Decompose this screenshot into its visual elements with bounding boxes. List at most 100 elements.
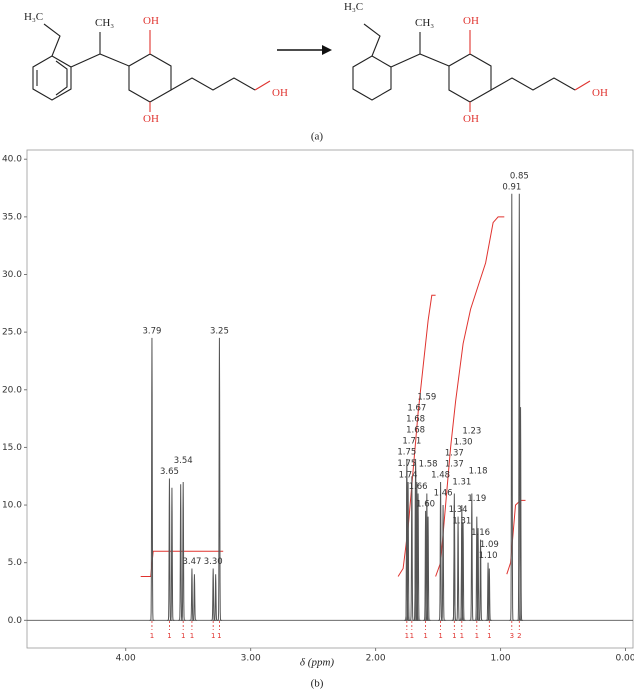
- peak-label: 3.54: [174, 456, 193, 466]
- y-tick-label: 0.0: [8, 616, 23, 626]
- integral-label: 2: [517, 632, 521, 640]
- peak: [409, 476, 415, 621]
- peak-label: 1.31: [452, 477, 471, 487]
- y-tick-label: 35.0: [2, 212, 22, 222]
- oh-label: OH: [143, 15, 159, 27]
- integral-label: 1: [487, 632, 491, 640]
- y-tick-label: 40.0: [2, 155, 22, 165]
- peak-label: 1.19: [467, 494, 486, 504]
- peak-label: 3.79: [142, 326, 161, 336]
- peak: [469, 493, 475, 621]
- peak: [424, 493, 430, 621]
- x-tick-label: 2.00: [366, 654, 386, 664]
- peak: [216, 337, 222, 621]
- peak-label: 1.67: [407, 403, 426, 413]
- integral-label: 1: [217, 632, 221, 640]
- integral-label: 1: [410, 632, 414, 640]
- product: H₃C CH₃ OH OH OH: [344, 1, 608, 125]
- oh-label: OH: [592, 87, 608, 99]
- peak: [455, 516, 461, 621]
- peak-label: 1.68: [406, 425, 425, 435]
- oh-label: OH: [143, 113, 159, 125]
- peak: [478, 539, 484, 621]
- integral-label: 1: [452, 632, 456, 640]
- peak-label: 1.30: [454, 438, 473, 448]
- integral-curve: [397, 294, 436, 577]
- x-axis-label: δ (ppm): [300, 657, 334, 669]
- x-tick-label: 4.00: [116, 654, 136, 664]
- peak: [509, 193, 515, 621]
- ethyl-label: H₃C: [24, 11, 43, 23]
- peak-label: 1.68: [406, 414, 425, 424]
- integral-label: 1: [190, 632, 194, 640]
- integral-label: 1: [211, 632, 215, 640]
- cyclohexane-ring: [128, 53, 172, 103]
- integral-label: 1: [150, 632, 154, 640]
- peak: [414, 481, 420, 621]
- peak-label: 3.30: [204, 557, 223, 567]
- peak-label: 1.48: [431, 471, 450, 481]
- integral-label: 3: [510, 632, 514, 640]
- peak-label: 1.74: [399, 471, 418, 481]
- double-bond: [55, 60, 68, 96]
- peak-label: 0.85: [510, 171, 529, 181]
- peak-label: 0.91: [502, 182, 521, 192]
- oh-label: OH: [272, 87, 288, 99]
- oh-bond: [574, 80, 591, 91]
- integral-curve: [435, 216, 505, 577]
- peak-label: 1.31: [452, 517, 471, 527]
- peak: [486, 568, 492, 621]
- methyl-label: CH₃: [415, 17, 434, 29]
- ethyl-label: H₃C: [344, 1, 363, 13]
- reactant: H₃C CH₃ OH OH OH: [24, 11, 288, 125]
- peak-label: 1.34: [449, 505, 468, 515]
- oh-bond: [254, 80, 271, 91]
- caption: (a): [311, 131, 324, 143]
- chain-bond: [490, 77, 576, 91]
- oh-label: OH: [463, 15, 479, 27]
- peak: [485, 562, 491, 621]
- y-tick-label: 10.0: [2, 501, 22, 511]
- bond: [70, 53, 130, 68]
- peak: [169, 487, 175, 621]
- y-tick-label: 20.0: [2, 385, 22, 395]
- y-tick-label: 5.0: [8, 558, 23, 568]
- peak: [516, 193, 522, 621]
- peak: [191, 574, 197, 621]
- peak: [180, 481, 186, 621]
- y-tick-label: 15.0: [2, 443, 22, 453]
- peak-label: 1.71: [402, 436, 421, 446]
- peak-label: 1.46: [434, 488, 453, 498]
- peak-label: 1.16: [471, 528, 490, 538]
- peak-label: 3.65: [160, 467, 179, 477]
- oh-label: OH: [463, 113, 479, 125]
- peak-label: 1.75: [397, 447, 416, 457]
- peak: [460, 522, 466, 621]
- plot-frame: [26, 149, 634, 649]
- methyl-label: CH₃: [95, 17, 114, 29]
- integral-curve: [140, 550, 224, 577]
- peak: [404, 458, 410, 621]
- bond: [390, 53, 450, 68]
- peak-label: 1.37: [445, 460, 464, 470]
- peak-label: 1.75: [397, 459, 416, 469]
- integral-label: 1: [438, 632, 442, 640]
- arrow-head: [322, 45, 332, 55]
- peak: [149, 337, 155, 621]
- peak-label: 1.18: [469, 466, 488, 476]
- peak-label: 1.58: [419, 460, 438, 470]
- peak-label: 1.59: [417, 392, 436, 402]
- integral-curve: [506, 499, 526, 575]
- integral-label: 1: [423, 632, 427, 640]
- integral-label: 1: [181, 632, 185, 640]
- ethyl-bond: [43, 23, 61, 57]
- peak: [459, 528, 465, 621]
- peak: [425, 516, 431, 621]
- integral-label: 1: [405, 632, 409, 640]
- peak-label: 1.23: [462, 427, 481, 437]
- peak-label: 1.37: [445, 449, 464, 459]
- x-tick-label: 3.00: [241, 654, 261, 664]
- peak: [415, 493, 421, 621]
- peak: [518, 407, 524, 621]
